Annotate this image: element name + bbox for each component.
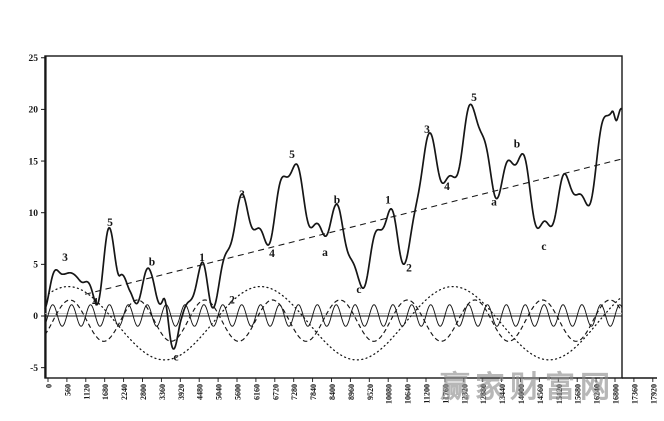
- x-tick-label: 5040: [215, 384, 224, 400]
- wave-label-1-b: b: [149, 256, 155, 268]
- y-tick-label: 5: [33, 261, 38, 271]
- x-tick-label: 12880: [479, 384, 488, 404]
- wave-label-2-a: a: [322, 247, 328, 259]
- x-tick-label: 8400: [328, 384, 337, 400]
- x-tick-label: 7280: [290, 384, 299, 400]
- wave-label-2-2: 2: [229, 294, 235, 306]
- x-tick-label: 2800: [139, 384, 148, 400]
- minor-cycle-solid-line: [44, 304, 623, 327]
- x-tick-label: 6160: [252, 384, 261, 400]
- wave-label-1-3: 3: [62, 252, 68, 264]
- x-tick-label: 6720: [271, 384, 280, 400]
- x-tick-label: 15680: [574, 384, 583, 404]
- y-tick-label: 0: [33, 312, 38, 322]
- y-tick-label: -5: [30, 364, 38, 374]
- wave-label-2-3: 3: [239, 189, 245, 201]
- wave-label-3-3: 3: [424, 124, 430, 136]
- x-tick-label: 14000: [517, 384, 526, 404]
- x-tick-label: 3920: [177, 384, 186, 400]
- x-tick-label: 11200: [423, 384, 432, 404]
- wave-label-3-a: a: [491, 196, 497, 208]
- x-tick-label: 2240: [120, 384, 129, 400]
- x-tick-label: 17360: [630, 384, 639, 404]
- x-tick-label: 16240: [593, 384, 602, 404]
- wave-label-3-1: 1: [385, 194, 391, 206]
- trend-dashed-line: [84, 158, 622, 295]
- wave-label-2-5: 5: [289, 149, 295, 161]
- x-tick-label: 7840: [309, 384, 318, 400]
- primary-cycle-dotted-line: [44, 285, 623, 361]
- x-tick-label: 4480: [196, 384, 205, 400]
- intermediate-cycle-dashed-line: [44, 299, 623, 342]
- wave-label-3-2: 2: [406, 262, 412, 274]
- wave-label-2-1: 1: [199, 252, 205, 264]
- x-tick-label: 1680: [101, 384, 110, 400]
- x-tick-label: 0: [45, 384, 54, 388]
- x-tick-label: 8960: [347, 384, 356, 400]
- wave-label-3-5: 5: [471, 92, 477, 104]
- x-tick-label: 560: [63, 384, 72, 396]
- x-tick-label: 10080: [385, 384, 394, 404]
- y-tick-label: 25: [29, 54, 39, 64]
- x-tick-label: 15120: [555, 384, 564, 404]
- x-tick-label: 5600: [234, 384, 243, 400]
- wave-label-3-4: 4: [444, 181, 450, 193]
- x-tick-label: 17920: [649, 384, 658, 404]
- x-tick-label: 13440: [498, 384, 507, 404]
- y-tick-label: 10: [29, 209, 39, 219]
- x-tick-label: 10640: [404, 384, 413, 404]
- x-tick-label: 9520: [366, 384, 375, 400]
- x-tick-label: 16800: [612, 384, 621, 404]
- composite-wave-line: [44, 103, 623, 350]
- y-tick-label: 15: [29, 157, 39, 167]
- y-tick-label: 20: [29, 106, 39, 116]
- x-tick-label: 1120: [82, 384, 91, 400]
- wave-label-3-b: b: [514, 138, 520, 150]
- wave-label-2-b: b: [334, 194, 340, 206]
- x-tick-label: 12320: [460, 384, 469, 404]
- wave-label-2-4: 4: [269, 248, 275, 260]
- wave-label-1-c: c: [173, 351, 178, 363]
- x-tick-label: 14560: [536, 384, 545, 404]
- x-tick-label: 11760: [441, 384, 450, 404]
- x-tick-label: 3360: [158, 384, 167, 400]
- wave-label-2-c: c: [356, 284, 361, 296]
- wave-label-1-4: 4: [92, 297, 98, 309]
- wave-label-3-c: c: [541, 241, 546, 253]
- wave-label-1-5: 5: [107, 217, 113, 229]
- plot-frame: [44, 55, 623, 379]
